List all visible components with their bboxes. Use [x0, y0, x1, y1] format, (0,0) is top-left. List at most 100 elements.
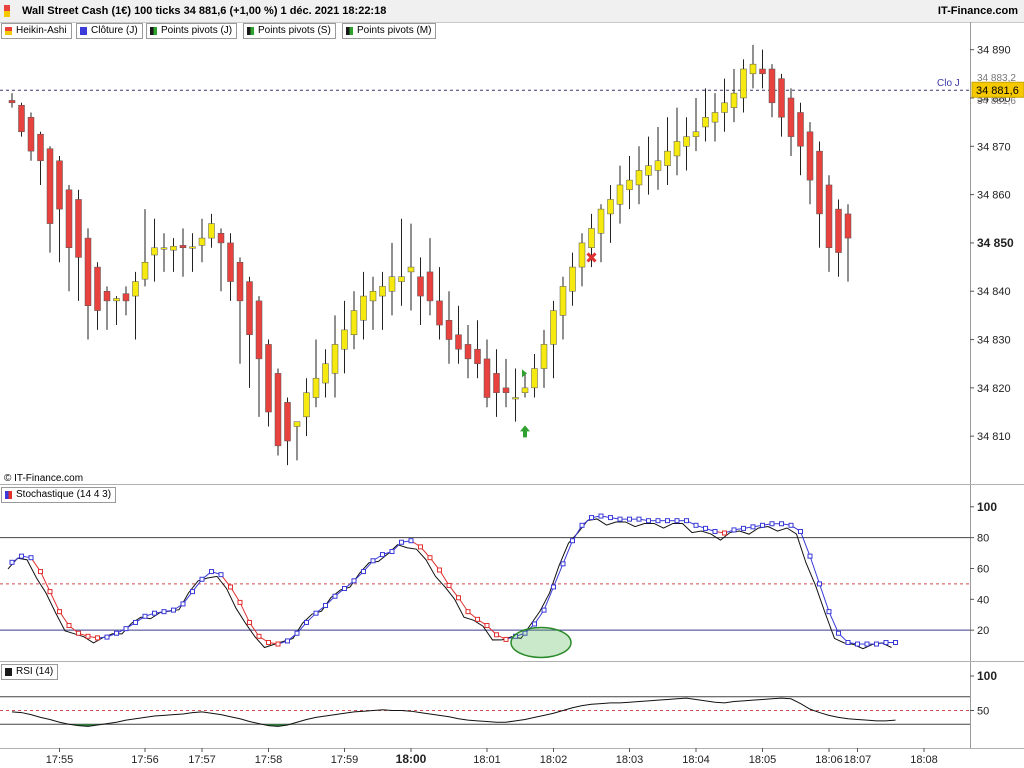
legend-cloture[interactable]: Clôture (J) [76, 23, 143, 39]
stoch-k-marker [494, 632, 499, 638]
stoch-k-marker [237, 599, 243, 605]
stoch-k-marker [646, 518, 651, 524]
bullish-candle [749, 63, 757, 75]
bearish-candle [46, 148, 54, 224]
stoch-k-marker [484, 623, 490, 629]
bearish-candle [255, 300, 263, 360]
bullish-candle [198, 237, 206, 246]
stoch-k-marker [446, 582, 452, 588]
bullish-candle [407, 266, 415, 273]
stoch-k-marker [465, 609, 471, 615]
stoch-k-marker [351, 578, 357, 584]
last-price-badge [971, 81, 1024, 98]
stoch-k-marker [541, 607, 547, 613]
rsi-icon [5, 668, 12, 676]
bullish-candle [588, 228, 595, 249]
stoch-k-marker [218, 572, 224, 578]
stoch-k-marker [152, 610, 157, 616]
stoch-k-marker [266, 639, 271, 645]
bullish-candle [388, 276, 396, 292]
stoch-k-marker [864, 641, 870, 647]
stoch-k-segment [230, 586, 241, 603]
bullish-candle [654, 160, 662, 171]
rsi-line [11, 697, 896, 727]
stoch-tick-label: 100 [977, 500, 997, 514]
stoch-k-marker [380, 552, 385, 558]
rsi-lines [11, 697, 896, 727]
price-grid: Clo J [0, 78, 970, 91]
time-tick-label: 18:06 [815, 754, 843, 766]
stoch-k-marker [304, 619, 309, 625]
rsi-tick-label: 50 [977, 706, 989, 718]
rsi-panel-label[interactable]: RSI (14) [1, 664, 59, 680]
bullish-candle [550, 310, 557, 345]
stoch-k-marker [579, 522, 585, 528]
legend-pivots-month[interactable]: Points pivots (M) [342, 23, 437, 39]
stoch-k-marker [209, 569, 214, 575]
stoch-k-marker [522, 630, 528, 636]
bullish-candle [540, 344, 548, 369]
stoch-k-marker [456, 595, 461, 601]
bearish-candle [18, 104, 25, 133]
bearish-candle [835, 208, 842, 253]
stoch-k-marker [826, 609, 832, 615]
stoch-k-marker [370, 558, 376, 564]
stoch-tick-label: 40 [977, 594, 989, 606]
bearish-candle [445, 319, 453, 340]
time-tick-label: 18:00 [396, 752, 427, 766]
stoch-k-marker [19, 553, 24, 559]
stoch-k-marker [551, 584, 556, 590]
stoch-k-marker [836, 630, 841, 636]
bullish-candle [683, 136, 690, 147]
bullish-candle [730, 92, 738, 108]
bearish-candle [94, 266, 101, 311]
stoch-k-marker [608, 515, 613, 521]
time-tick-label: 18:01 [473, 754, 501, 766]
bullish-candle [531, 368, 538, 389]
legend-pivots-week[interactable]: Points pivots (S) [243, 23, 336, 39]
bearish-candle [8, 100, 16, 104]
stoch-axis: 100 80 60 40 20 [970, 500, 997, 637]
stoch-tick-label: 60 [977, 563, 989, 575]
stoch-k-marker [418, 544, 423, 550]
bullish-candle [711, 112, 719, 123]
legend-pivots-day[interactable]: Points pivots (J) [146, 23, 238, 39]
bullish-candle [673, 141, 681, 157]
bullish-candle [398, 276, 405, 282]
price-tick-label: 34 860 [977, 190, 1011, 202]
buy-arrow-icon [520, 425, 530, 438]
bearish-candle [265, 344, 272, 413]
stoch-lines [7, 513, 898, 659]
bearish-candle [502, 387, 510, 393]
bearish-candle [417, 276, 424, 297]
rsi-grid [0, 696, 970, 725]
stoch-k-marker [788, 522, 794, 528]
stoch-k-marker [342, 586, 347, 592]
bullish-candle [559, 286, 567, 316]
bullish-candle [312, 377, 320, 398]
stoch-k-marker [437, 567, 442, 573]
stoch-tick-label: 20 [977, 625, 989, 637]
bearish-candle [844, 213, 852, 239]
price-tick-label: 34 830 [977, 335, 1011, 347]
stoch-k-marker [674, 518, 680, 524]
stochastic-label-text: Stochastique (14 4 3) [16, 489, 112, 500]
stochastic-panel-label[interactable]: Stochastique (14 4 3) [1, 487, 117, 503]
stoch-k-marker [133, 619, 138, 625]
stoch-k-marker [874, 641, 879, 647]
rsi-axis: 100 50 [970, 669, 997, 718]
legend-heikin-ashi[interactable]: Heikin-Ashi [1, 23, 72, 39]
bearish-candle [236, 261, 244, 302]
instrument-flag-icon [4, 5, 10, 17]
bullish-candle [521, 387, 529, 393]
stoch-k-segment [239, 602, 250, 623]
stoch-k-marker [760, 522, 765, 528]
stochastic-icon [5, 491, 12, 499]
stoch-k-marker [807, 553, 813, 559]
time-axis: 17:55 17:56 17:57 17:58 17:59 18:00 18:01 18:02… [46, 748, 938, 766]
price-tick-label: 34 840 [977, 286, 1011, 298]
stoch-k-segment [543, 586, 554, 611]
bearish-candle [768, 68, 776, 104]
bearish-candle [464, 344, 472, 360]
